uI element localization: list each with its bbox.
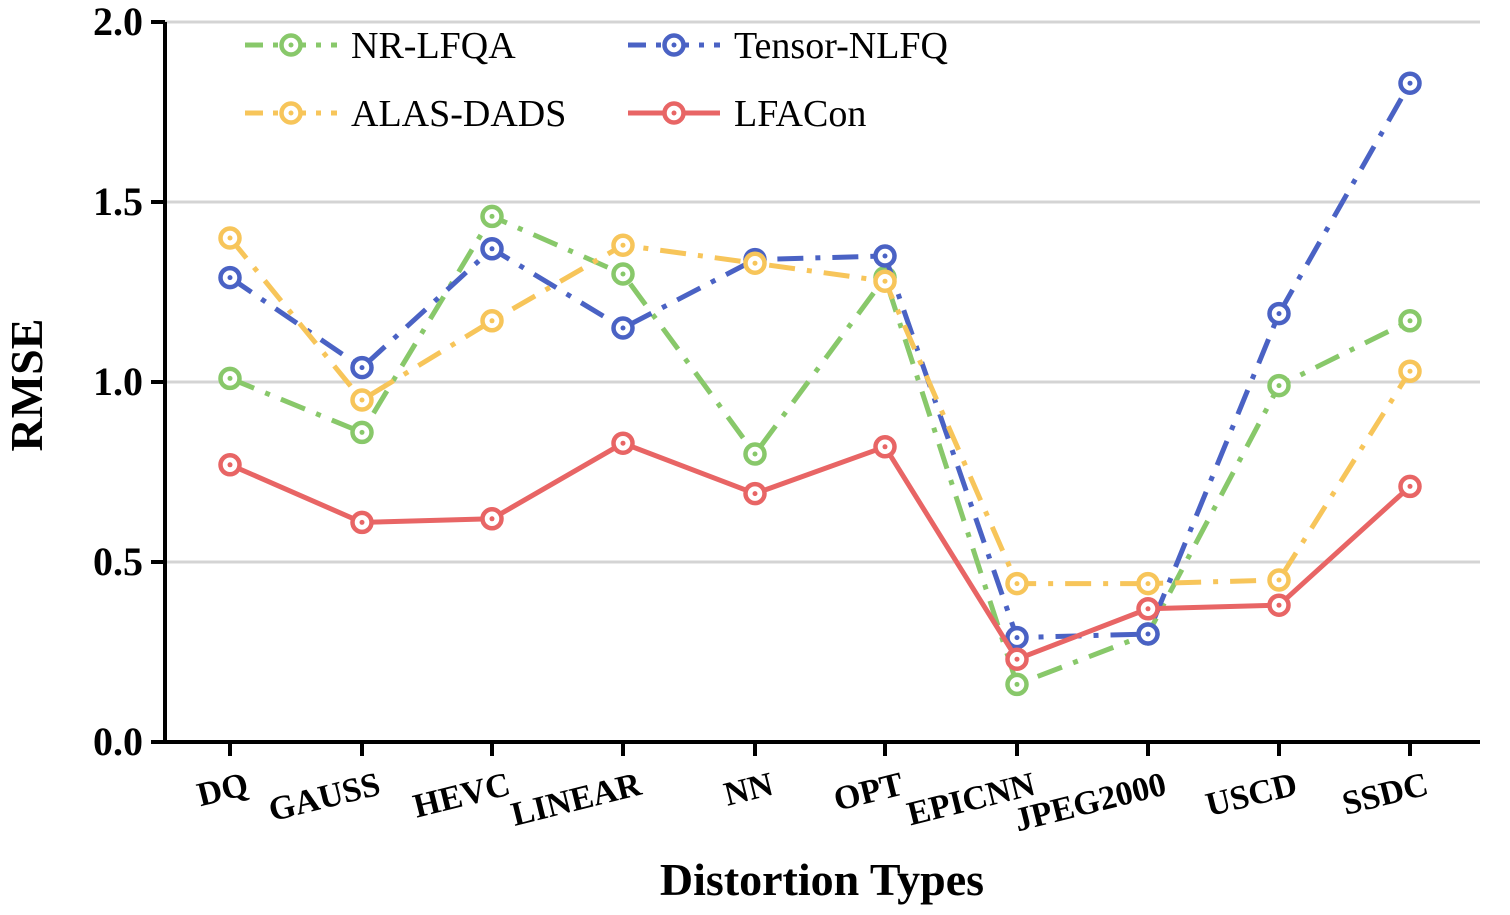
y-tick-label: 2.0	[93, 0, 143, 44]
legend-label: Tensor-NLFQ	[734, 25, 948, 67]
data-point-dot	[1145, 581, 1151, 587]
series-lfacon	[218, 431, 1422, 671]
x-tick-label: LINEAR	[508, 766, 646, 834]
data-point-dot	[227, 235, 233, 241]
data-point-dot	[1014, 581, 1020, 587]
legend-item: Tensor-NLFQ	[628, 25, 948, 67]
grid-lines	[165, 20, 1480, 564]
data-point-dot	[489, 318, 495, 324]
data-point-dot	[227, 275, 233, 281]
data-point-dot	[882, 278, 888, 284]
legend-item: LFACon	[628, 93, 866, 135]
data-point-dot	[489, 516, 495, 522]
data-point-dot	[752, 260, 758, 266]
legend-label: LFACon	[734, 93, 866, 135]
data-point-dot	[1014, 635, 1020, 641]
series-layer	[218, 71, 1422, 697]
data-point-dot	[882, 444, 888, 450]
series-line	[229, 440, 1412, 662]
data-point-dot	[620, 325, 626, 331]
series-alas-dads	[218, 226, 1422, 596]
data-point-dot	[227, 375, 233, 381]
data-point-dot	[1276, 311, 1282, 317]
series-line	[228, 81, 1413, 641]
data-point-dot	[1014, 656, 1020, 662]
data-point-dot	[489, 246, 495, 252]
y-tick-label: 0.5	[93, 539, 143, 584]
data-point-dot	[1145, 606, 1151, 612]
legend-label: NR-LFQA	[351, 25, 516, 67]
data-point-dot	[1276, 602, 1282, 608]
data-point-dot	[227, 462, 233, 468]
data-point-dot	[489, 213, 495, 219]
x-axis-title: Distortion Types	[660, 854, 984, 905]
x-tick-label: NN	[720, 766, 777, 814]
y-ticks: 0.0 0.5 1.0 1.5 2.0	[93, 0, 165, 764]
x-tick-label: SSDC	[1339, 766, 1432, 823]
series-tensor-nlfq	[218, 71, 1422, 650]
data-point-dot	[752, 491, 758, 497]
data-point-dot	[359, 519, 365, 525]
data-point-dot	[1407, 80, 1413, 86]
x-tick-label: JPEG2000	[1011, 766, 1170, 839]
data-point-dot	[882, 253, 888, 259]
legend-label: ALAS-DADS	[351, 93, 566, 135]
x-tick-label: HEVC	[410, 766, 514, 826]
data-point-dot	[359, 397, 365, 403]
x-tick-label: GAUSS	[265, 766, 384, 829]
y-tick-label: 1.5	[93, 179, 143, 224]
data-point-dot	[1407, 483, 1413, 489]
data-point-dot	[1276, 383, 1282, 389]
series-line	[228, 236, 1413, 587]
data-point-dot	[1407, 368, 1413, 374]
legend-marker-dot	[288, 110, 294, 116]
y-tick-label: 1.0	[93, 359, 143, 404]
legend-item: ALAS-DADS	[245, 93, 566, 135]
data-point-dot	[359, 429, 365, 435]
data-point-dot	[620, 271, 626, 277]
series-nr-lfqa	[218, 204, 1422, 697]
data-point-dot	[1276, 577, 1282, 583]
y-tick-label: 0.0	[93, 719, 143, 764]
data-point-dot	[620, 242, 626, 248]
data-point-dot	[752, 451, 758, 457]
data-point-dot	[620, 440, 626, 446]
x-tick-label: DQ	[193, 766, 251, 814]
data-point-dot	[359, 365, 365, 371]
legend-marker-dot	[671, 42, 677, 48]
legend-item: NR-LFQA	[245, 25, 516, 67]
y-axis-title: RMSE	[1, 319, 52, 452]
legend: NR-LFQA Tensor-NLFQ ALAS-DADS LFACon	[245, 25, 948, 135]
legend-marker-dot	[288, 42, 294, 48]
legend-marker-dot	[671, 110, 677, 116]
data-point-dot	[1014, 681, 1020, 687]
x-tick-label: OPT	[830, 766, 907, 819]
x-tick-label: USCD	[1202, 766, 1301, 824]
series-line	[229, 213, 1412, 687]
data-point-dot	[1407, 318, 1413, 324]
data-point-dot	[1145, 631, 1151, 637]
